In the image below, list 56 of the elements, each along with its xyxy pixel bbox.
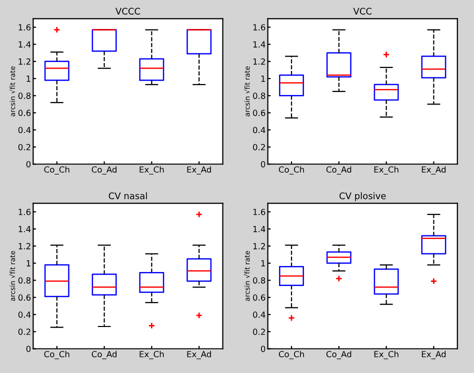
y-tick-label: 0.6 xyxy=(253,294,266,301)
x-tick-label: Ex_Ad xyxy=(422,166,446,174)
y-tick-label: 0.8 xyxy=(18,277,31,284)
y-tick-label: 0.6 xyxy=(18,294,31,301)
y-tick-label: 0.4 xyxy=(18,126,31,134)
y-tick-label: 1 xyxy=(261,76,265,82)
y-tick-label: 0.2 xyxy=(18,328,30,335)
y-tick-label: 1.2 xyxy=(253,243,265,250)
y-tick-label: 1.6 xyxy=(18,208,31,216)
y-tick-label: 0.8 xyxy=(253,92,266,99)
y-tick-label: 0.2 xyxy=(18,144,30,150)
y-tick-label: 0.8 xyxy=(18,92,31,99)
y-tick-label: 0 xyxy=(26,161,31,168)
x-tick-label: Ex_Ad xyxy=(422,350,446,360)
x-tick-label: Co_Ad xyxy=(326,350,352,360)
chart-title: VCCC xyxy=(116,8,140,15)
x-tick-label: Ex_Ch xyxy=(140,166,164,174)
y-tick-label: 1 xyxy=(261,260,265,266)
y-tick-label: 1.4 xyxy=(253,226,266,232)
y-tick-label: 0.8 xyxy=(253,277,266,284)
x-tick-label: Ex_Ch xyxy=(374,166,398,174)
y-tick-label: 0.4 xyxy=(253,126,266,134)
x-tick-label: Co_Ad xyxy=(326,166,352,174)
y-tick-label: 0 xyxy=(26,346,31,352)
y-tick-label: 1.2 xyxy=(18,243,30,250)
y-tick-label: 1.2 xyxy=(253,58,265,65)
y-tick-label: 1 xyxy=(26,260,30,266)
x-tick-label: Co_Ch xyxy=(44,350,70,360)
y-tick-label: 1.6 xyxy=(253,24,266,30)
y-tick-label: 0 xyxy=(260,346,266,352)
y-tick-label: 1.6 xyxy=(253,208,266,216)
y-tick-label: 0.6 xyxy=(18,110,31,116)
chart-title: CV nasal xyxy=(108,192,147,200)
x-tick-label: Co_Ch xyxy=(278,166,304,174)
y-tick-label: 1.6 xyxy=(18,24,31,30)
y-tick-label: 0 xyxy=(260,161,266,168)
x-tick-label: Co_Ch xyxy=(44,166,70,174)
chart-title: VCC xyxy=(353,8,372,15)
y-tick-label: 0.2 xyxy=(253,328,265,335)
x-tick-label: Ex_Ad xyxy=(187,350,211,360)
x-tick-label: Co_Ad xyxy=(92,350,116,360)
y-tick-label: 0.4 xyxy=(253,312,266,318)
x-tick-label: Ex_Ch xyxy=(140,350,164,360)
y-tick-label: 1.4 xyxy=(18,226,31,232)
y-tick-label: 1 xyxy=(26,76,30,82)
x-tick-label: Ex_Ch xyxy=(374,350,398,360)
y-tick-label: 1.4 xyxy=(253,41,266,48)
y-tick-label: 1.2 xyxy=(18,58,30,65)
y-tick-label: 0.2 xyxy=(253,144,265,150)
x-tick-label: Ex_Ad xyxy=(187,166,211,174)
y-tick-label: 1.4 xyxy=(18,41,31,48)
x-tick-label: Co_Ch xyxy=(278,350,304,360)
y-tick-label: 0.4 xyxy=(18,312,31,318)
y-tick-label: 0.6 xyxy=(253,110,266,116)
x-tick-label: Co_Ad xyxy=(92,166,116,174)
chart-title: CV plosive xyxy=(340,192,386,201)
